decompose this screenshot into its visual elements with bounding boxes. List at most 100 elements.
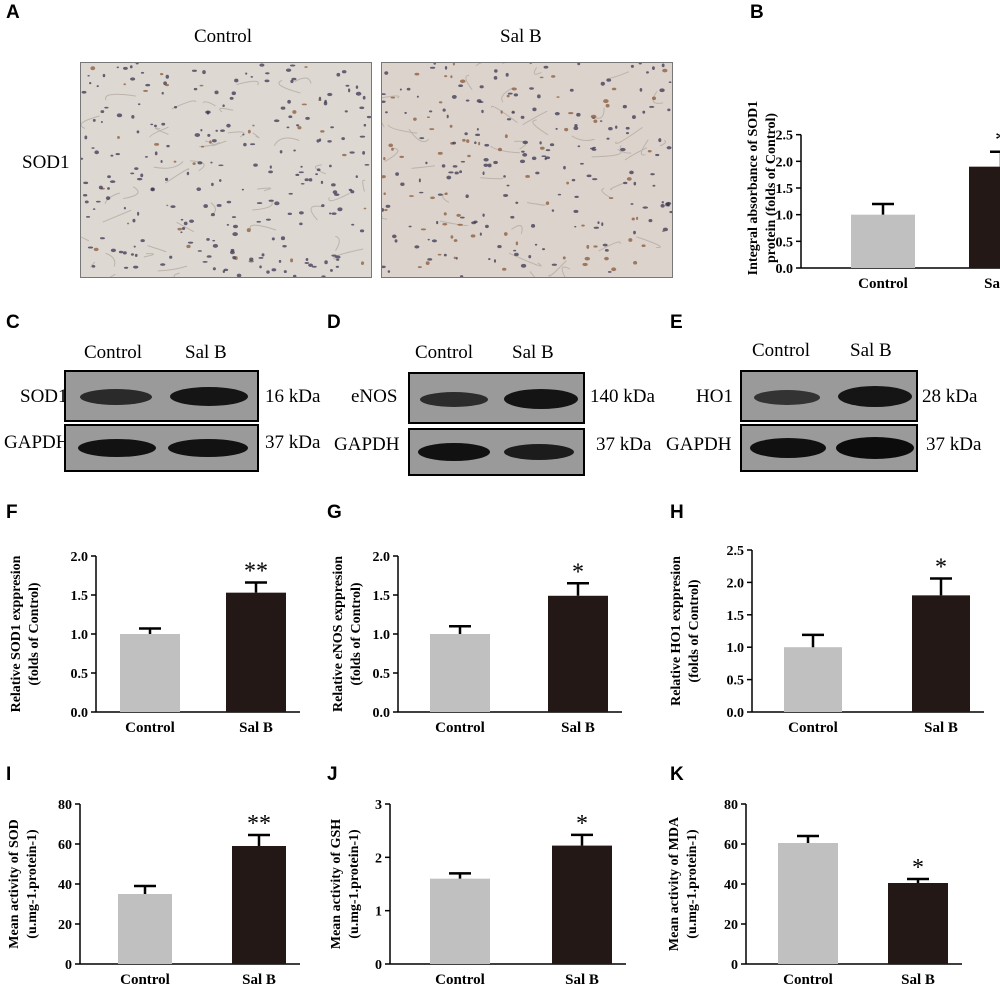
chart-g-ytick-label: 1.0 xyxy=(373,628,391,643)
chart-i-bar-control xyxy=(118,894,172,964)
chart-j-ytick-label: 0 xyxy=(375,958,382,973)
blot-c-loading-kda: 37 kDa xyxy=(265,432,321,453)
chart-j-significance-marker: * xyxy=(576,811,588,837)
blot-e-target-band-salb xyxy=(838,386,912,407)
blot-e-loading-kda: 37 kDa xyxy=(926,434,982,455)
chart-g-significance-marker: * xyxy=(572,559,584,585)
chart-b-ylabel-line-2: protein (folds of Control) xyxy=(764,113,779,263)
chart-h-ylabel-line-1: Relative HO1 exppresion xyxy=(669,556,684,706)
chart-h-errorbar-control xyxy=(802,633,824,648)
chart-i-category-label: Sal B xyxy=(242,972,276,988)
chart-b-significance-marker: * xyxy=(995,128,1000,154)
chart-b-ytick-label: 2.5 xyxy=(776,129,794,144)
chart-i-sod-activity: Mean activity of SOD (u.mg-1.protein-1) 0 2… xyxy=(7,798,300,988)
chart-f-bar-salb xyxy=(226,592,286,712)
chart-i-errorbar-control xyxy=(134,884,156,894)
chart-b-errorbar-control xyxy=(872,202,894,215)
chart-g-ytick-label: 1.5 xyxy=(373,589,391,604)
blot-e-target-strip xyxy=(740,370,918,422)
micrograph-label-control: Control xyxy=(194,26,253,47)
chart-h-ytick-label: 1.5 xyxy=(727,609,745,624)
chart-h-ytick-label: 0.0 xyxy=(727,706,745,721)
chart-h-category-label: Sal B xyxy=(924,720,958,736)
panel-letter-j: J xyxy=(327,764,338,785)
micrograph-control-image xyxy=(80,62,372,278)
chart-i-ylabel-line-2: (u.mg-1.protein-1) xyxy=(25,829,40,939)
blot-d-target-strip xyxy=(408,372,585,424)
chart-g-ylabel-line-2: (folds of Control) xyxy=(349,582,364,686)
chart-j-ylabel-line-1: Mean activity of GSH xyxy=(329,819,344,949)
panel-letter-k: K xyxy=(670,764,684,785)
chart-g-category-label: Sal B xyxy=(561,720,595,736)
blot-d-loading-kda: 37 kDa xyxy=(596,434,652,455)
chart-j-ylabel-line-2: (u.mg-1.protein-1) xyxy=(347,829,362,939)
chart-b-category-label: Sal B xyxy=(984,276,1000,292)
chart-b-ytick-label: 2.0 xyxy=(776,155,794,170)
chart-k-errorbar-control xyxy=(797,834,819,843)
panel-letter-c: C xyxy=(6,312,20,333)
chart-b-ytick-label: 1.5 xyxy=(776,182,794,197)
panel-letter-d: D xyxy=(327,312,341,333)
chart-k-bar-salb xyxy=(888,883,948,964)
blot-e-lane-control: Control xyxy=(752,340,811,361)
blot-e-target-label: HO1 xyxy=(696,386,733,407)
blot-e-loading-label: GAPDH xyxy=(666,434,732,455)
blot-c-loading-strip xyxy=(64,424,259,472)
blot-d-target-kda: 140 kDa xyxy=(590,386,655,407)
blot-c-lane-control: Control xyxy=(84,342,143,363)
blot-e-lane-salb: Sal B xyxy=(850,340,892,361)
blot-d-loading-strip xyxy=(408,428,585,476)
micrograph-row-label: SOD1 xyxy=(22,152,70,173)
chart-g-relative-enos-expression: Relative eNOS exppresion (folds of Contro… xyxy=(331,550,622,736)
chart-b-bar-salb xyxy=(969,166,1000,268)
chart-i-ylabel-line-1: Mean activity of SOD xyxy=(7,819,22,948)
micrograph-salb-image xyxy=(381,62,673,278)
chart-f-ytick-label: 1.0 xyxy=(71,628,89,643)
blot-c-target-band-control xyxy=(80,389,152,405)
chart-k-ytick-label: 60 xyxy=(724,838,738,853)
chart-k-category-label: Control xyxy=(783,972,833,988)
chart-b-errorbar-salb xyxy=(990,150,1000,167)
chart-j-errorbar-control xyxy=(449,872,471,879)
chart-b-integral-absorbance-sod1: Integral absorbance of SOD1 protein (fold… xyxy=(746,101,1000,292)
chart-i-ytick-label: 40 xyxy=(58,878,72,893)
panel-letter-i: I xyxy=(6,764,12,785)
chart-k-significance-marker: * xyxy=(912,855,924,881)
chart-k-ylabel-line-2: (u.mg-1.protein-1) xyxy=(685,829,700,939)
chart-h-bar-control xyxy=(784,647,842,712)
chart-j-bar-control xyxy=(430,878,490,964)
chart-k-bar-control xyxy=(778,843,838,964)
panel-letter-b: B xyxy=(750,2,764,23)
chart-g-ytick-label: 2.0 xyxy=(373,550,391,565)
chart-g-ytick-label: 0.5 xyxy=(373,667,391,682)
chart-h-ytick-label: 2.5 xyxy=(727,544,745,559)
micrograph-control-texture xyxy=(81,63,371,277)
chart-k-ytick-label: 0 xyxy=(731,958,738,973)
blot-d-loading-band-control xyxy=(418,443,490,461)
chart-h-ytick-label: 0.5 xyxy=(727,674,745,689)
chart-i-ytick-label: 60 xyxy=(58,838,72,853)
panel-letter-a: A xyxy=(6,2,20,23)
chart-f-ytick-label: 0.0 xyxy=(71,706,89,721)
chart-f-relative-sod1-expression: Relative SOD1 exppresion (folds of Contro… xyxy=(9,550,300,736)
chart-f-ylabel-line-1: Relative SOD1 exppresion xyxy=(9,555,24,712)
chart-j-ytick-label: 1 xyxy=(375,905,382,920)
chart-k-ytick-label: 40 xyxy=(724,878,738,893)
chart-h-ytick-label: 1.0 xyxy=(727,641,745,656)
blot-c-loading-label: GAPDH xyxy=(4,432,70,453)
micrograph-label-salb: Sal B xyxy=(500,26,542,47)
chart-h-ylabel-line-2: (folds of Control) xyxy=(687,579,702,683)
blot-d-target-label: eNOS xyxy=(351,386,398,407)
chart-b-bar-control xyxy=(851,214,915,268)
blot-c-target-label: SOD1 xyxy=(20,386,68,407)
chart-b-category-label: Control xyxy=(858,276,908,292)
micrograph-salb-texture xyxy=(382,63,672,277)
chart-f-ylabel-line-2: (folds of Control) xyxy=(27,582,42,686)
chart-k-ylabel-line-1: Mean activity of MDA xyxy=(667,816,682,951)
blot-d-loading-label: GAPDH xyxy=(334,434,400,455)
chart-b-ytick-label: 1.0 xyxy=(776,209,794,224)
chart-i-ytick-label: 20 xyxy=(58,918,72,933)
blot-d-lane-control: Control xyxy=(415,342,474,363)
chart-f-category-label: Sal B xyxy=(239,720,273,736)
chart-h-ytick-label: 2.0 xyxy=(727,576,745,591)
